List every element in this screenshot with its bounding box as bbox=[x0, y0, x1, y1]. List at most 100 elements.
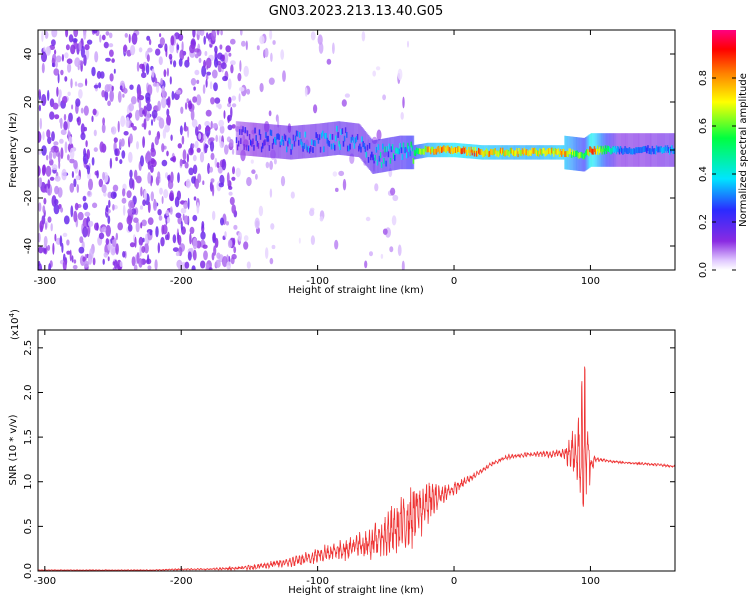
spectrogram-cell bbox=[344, 93, 350, 98]
spectrogram-cell bbox=[55, 61, 58, 68]
spectrogram-cell bbox=[96, 170, 99, 179]
spectrogram-cell bbox=[59, 118, 63, 124]
spectrogram-cell bbox=[139, 244, 142, 256]
spectrogram-ridge-halo bbox=[361, 127, 363, 161]
spectrogram-y-tick-label: 20 bbox=[23, 96, 34, 109]
spectrogram-cell bbox=[203, 250, 208, 261]
spectrogram-ridge-core bbox=[413, 149, 416, 156]
spectrogram-ridge-core bbox=[255, 135, 257, 141]
spectrogram-ridge-halo bbox=[365, 132, 368, 166]
spectrogram-ridge-core bbox=[303, 143, 305, 149]
spectrogram-ridge-core bbox=[304, 131, 307, 138]
spectrogram-ridge-halo bbox=[238, 121, 240, 155]
spectrogram-cell bbox=[158, 56, 163, 66]
spectrogram-cell bbox=[60, 147, 64, 160]
spectrogram-cell bbox=[114, 148, 118, 156]
spectrogram-cell bbox=[93, 147, 98, 153]
spectrogram-cell bbox=[138, 47, 143, 53]
spectrogram-cell bbox=[43, 235, 48, 247]
spectrogram-ridge-core bbox=[421, 148, 423, 155]
spectrogram-cell bbox=[76, 184, 80, 193]
spectrogram-cell bbox=[230, 60, 236, 66]
spectrogram-ridge-core bbox=[336, 125, 338, 132]
spectrogram-cell bbox=[255, 173, 258, 180]
spectrogram-cell bbox=[157, 100, 161, 112]
spectrogram-cell bbox=[209, 81, 213, 90]
spectrogram-cell bbox=[46, 154, 49, 161]
spectrogram-cell bbox=[219, 141, 225, 149]
spectrogram-ridge-halo bbox=[348, 122, 350, 156]
spectrogram-ridge-core bbox=[376, 159, 379, 166]
spectrogram-ridge-halo bbox=[373, 140, 375, 174]
spectrogram-ridge-core bbox=[658, 146, 660, 153]
colorbar-tick-label: 0.4 bbox=[698, 166, 709, 182]
spectrogram-ridge-core bbox=[609, 146, 611, 153]
spectrogram-cell bbox=[67, 154, 70, 161]
spectrogram-cell bbox=[51, 164, 58, 171]
spectrogram-ridge-halo bbox=[305, 124, 308, 159]
spectrogram-cell bbox=[109, 89, 114, 102]
spectrogram-ridge-halo bbox=[258, 123, 261, 157]
spectrogram-cell bbox=[161, 143, 165, 153]
spectrogram-ridge-core bbox=[652, 148, 655, 155]
spectrogram-ridge-core bbox=[648, 148, 650, 154]
spectrogram-ridge-core bbox=[262, 142, 264, 149]
spectrogram-ridge-core bbox=[474, 147, 477, 153]
spectrogram-ridge-core bbox=[272, 138, 275, 145]
spectrogram-cell bbox=[150, 191, 154, 202]
spectrogram-ridge-halo bbox=[320, 123, 323, 157]
spectrogram-ridge-core bbox=[351, 134, 354, 141]
spectrogram-cell bbox=[146, 54, 150, 62]
spectrogram-cell bbox=[69, 249, 72, 262]
spectrogram-ridge-core bbox=[299, 132, 301, 138]
spectrogram-cell bbox=[332, 42, 335, 55]
spectrogram-ridge-core bbox=[611, 148, 613, 154]
spectrogram-ridge-core bbox=[245, 144, 248, 151]
spectrogram-cell bbox=[304, 87, 308, 97]
spectrogram-ridge-core bbox=[253, 144, 255, 151]
spectrogram-cell bbox=[256, 45, 260, 51]
spectrogram-ridge-core bbox=[499, 147, 502, 154]
spectrogram-cell bbox=[128, 103, 134, 112]
spectrogram-ridge-core bbox=[662, 147, 665, 153]
spectrogram-ridge-halo bbox=[334, 121, 336, 156]
spectrogram-ridge-halo bbox=[390, 137, 393, 171]
spectrogram-cell bbox=[402, 96, 405, 109]
spectrogram-ridge-core bbox=[402, 142, 405, 149]
spectrogram-marks bbox=[38, 30, 675, 270]
spectrogram-cell bbox=[407, 40, 409, 48]
spectrogram-cell bbox=[203, 59, 207, 68]
spectrogram-cell bbox=[109, 49, 114, 57]
spectrogram-ridge-core bbox=[557, 148, 560, 155]
spectrogram-cell bbox=[87, 191, 91, 196]
spectrogram-ridge-core bbox=[480, 149, 482, 155]
spectrogram-ridge-core bbox=[445, 147, 447, 154]
spectrogram-cell bbox=[280, 175, 286, 187]
spectrogram-cell bbox=[113, 191, 117, 198]
spectrogram-cell bbox=[268, 110, 272, 117]
spectrogram-ridge-core bbox=[448, 147, 451, 153]
spectrogram-ridge-core bbox=[511, 149, 514, 156]
spectrogram-ridge-core bbox=[483, 151, 486, 157]
spectrogram-ridge-core bbox=[433, 149, 435, 155]
spectrogram-ridge-halo bbox=[330, 122, 333, 156]
spectrogram-cell bbox=[224, 231, 227, 238]
spectrogram-ridge-halo bbox=[411, 135, 414, 170]
spectrogram-ridge-core bbox=[490, 148, 492, 155]
spectrogram-ridge-core bbox=[517, 151, 519, 158]
spectrogram-cell bbox=[105, 225, 111, 237]
spectrogram-ridge-core bbox=[568, 148, 571, 155]
spectrogram-cell bbox=[225, 221, 229, 226]
spectrogram-cell bbox=[93, 84, 99, 89]
spectrogram-cell bbox=[163, 189, 169, 199]
spectrogram-cell bbox=[129, 242, 136, 248]
spectrogram-cell bbox=[216, 30, 220, 36]
spectrogram-cell bbox=[70, 78, 73, 89]
spectrogram-ridge-halo bbox=[259, 123, 262, 157]
spectrogram-ridge-core bbox=[396, 147, 398, 154]
spectrogram-cell bbox=[69, 147, 75, 160]
spectrogram-cell bbox=[52, 242, 55, 255]
spectrogram-cell bbox=[99, 34, 102, 43]
spectrogram-cell bbox=[157, 209, 162, 216]
spectrogram-cell bbox=[112, 237, 117, 247]
